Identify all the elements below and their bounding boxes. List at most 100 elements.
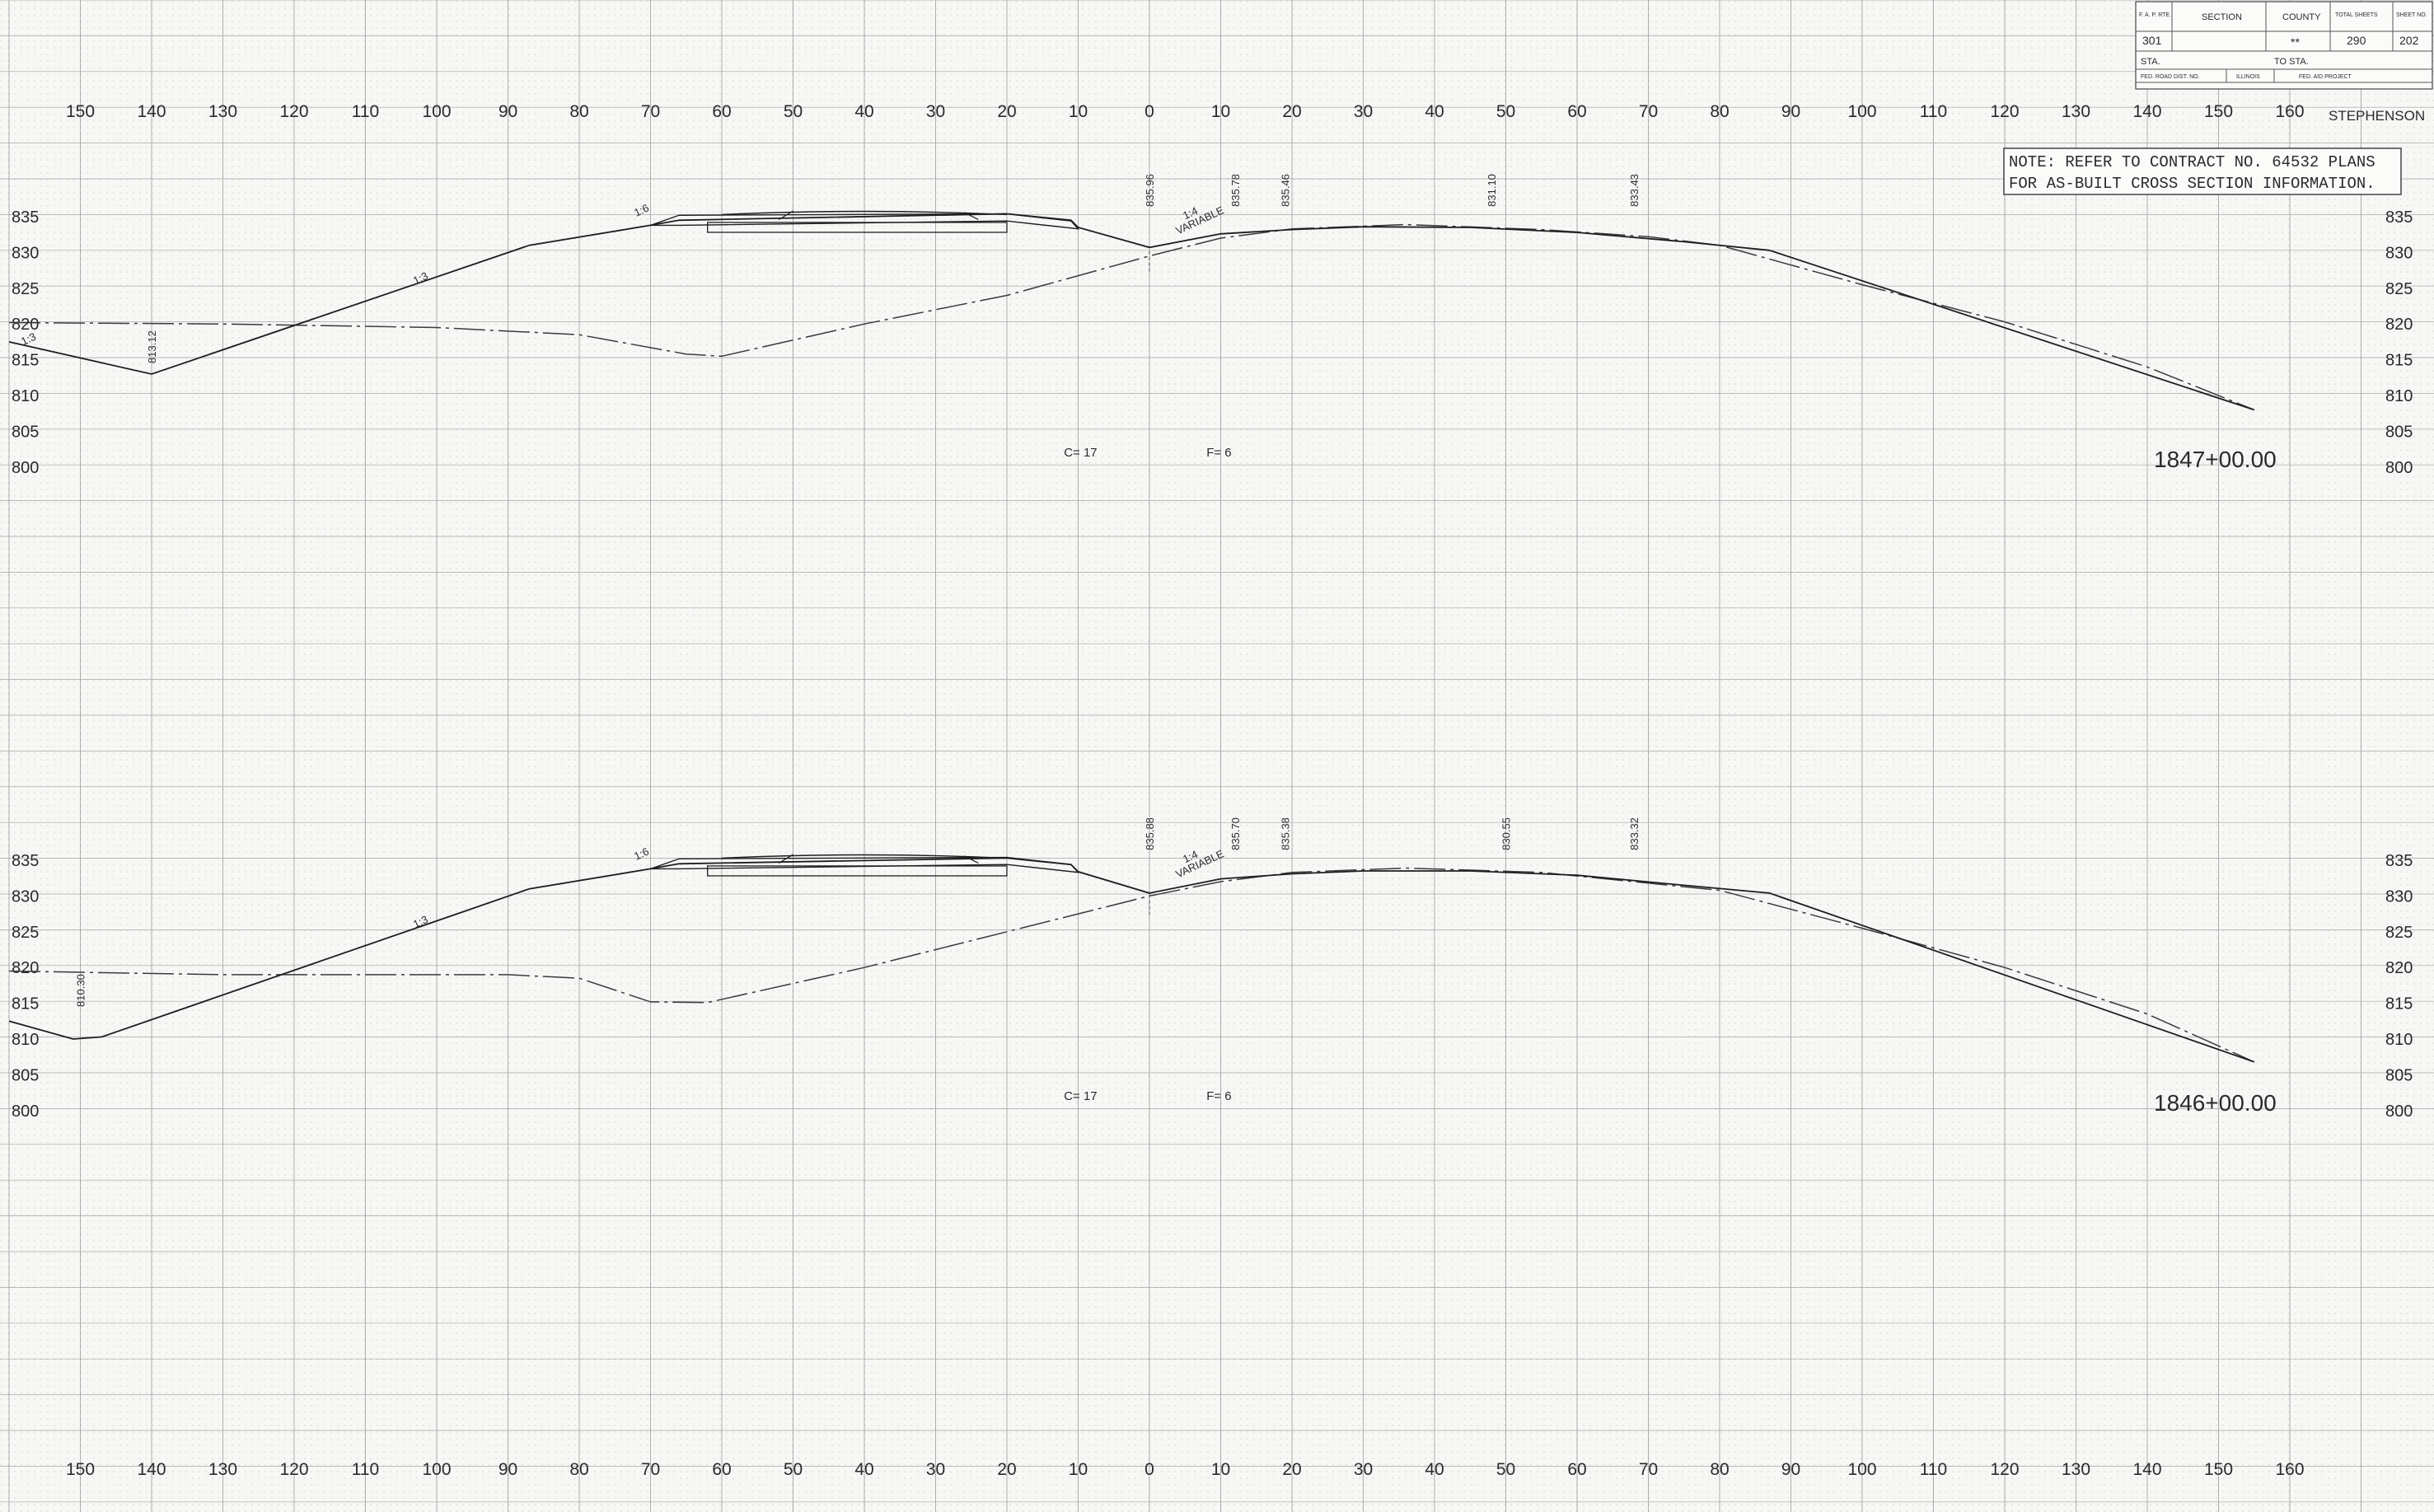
offset-tick-label: 130 (2062, 102, 2090, 121)
elevation-label-right: 810 (2385, 1031, 2413, 1049)
elevation-label-left: 825 (12, 280, 39, 298)
offset-tick-label: 50 (784, 1460, 803, 1479)
offset-tick-label: 20 (1282, 1460, 1301, 1479)
offset-tick-label: 40 (1425, 1460, 1444, 1479)
offset-tick-label: 60 (1567, 1460, 1586, 1479)
offset-tick-label: 160 (2275, 102, 2304, 121)
offset-tick-label: 140 (2132, 102, 2161, 121)
offset-tick-label: 110 (1920, 102, 1947, 121)
note-line-2: FOR AS-BUILT CROSS SECTION INFORMATION. (2009, 175, 2375, 193)
offset-tick-label: 70 (641, 102, 660, 121)
offset-tick-label: 70 (1639, 1460, 1658, 1479)
elevation-label-left: 800 (12, 459, 39, 477)
pavement-joint (778, 210, 793, 220)
offset-tick-label: 150 (66, 102, 95, 121)
elevation-callout: 831.10 (1486, 174, 1498, 207)
pavement-joint (778, 854, 793, 864)
pavement-surface (650, 856, 1080, 873)
elevation-callout: 835.46 (1279, 174, 1291, 207)
slope-label: 1:3 (411, 269, 430, 287)
elevation-label-left: 810 (12, 387, 39, 405)
title-header-section: SECTION (2202, 12, 2242, 22)
offset-tick-label: 30 (1354, 1460, 1373, 1479)
offset-tick-label: 150 (2204, 1460, 2233, 1479)
elevation-label-right: 805 (2385, 423, 2413, 441)
offset-tick-label: 140 (2132, 1460, 2161, 1479)
elevation-callout: 810.30 (75, 974, 87, 1007)
offset-tick-label: 80 (569, 102, 588, 121)
elevation-callout: 835.96 (1144, 174, 1156, 207)
offset-tick-label: 120 (279, 1460, 308, 1479)
offset-tick-label: 130 (208, 102, 237, 121)
offset-tick-label: 90 (499, 102, 517, 121)
elevation-label-right: 825 (2385, 280, 2413, 298)
offset-tick-label: 160 (2275, 1460, 2304, 1479)
elevation-label-left: 820 (12, 316, 39, 334)
pavement-section (650, 210, 1150, 274)
elevation-label-left: 830 (12, 244, 39, 262)
design-profile-line (8, 213, 2255, 411)
title-state: ILLINOIS (2236, 74, 2260, 80)
offset-tick-label: 30 (926, 1460, 945, 1479)
slope-label: 1:4 (1181, 848, 1200, 865)
elevation-label-left: 815 (12, 352, 39, 370)
offset-tick-label: 110 (352, 102, 379, 121)
fill-area-label: F= 6 (1206, 446, 1231, 460)
offset-tick-label: 100 (422, 102, 451, 121)
station-label: 1846+00.00 (2154, 1090, 2277, 1116)
title-sta-label: STA. (2141, 57, 2160, 67)
offset-tick-label: 120 (279, 102, 308, 121)
offset-tick-label: 20 (997, 1460, 1016, 1479)
cut-area-label: C= 17 (1064, 446, 1097, 460)
slope-label: 1:3 (19, 330, 38, 348)
offset-tick-label: 100 (1847, 102, 1876, 121)
elevation-callout: 835.38 (1279, 817, 1291, 850)
offset-tick-label: 20 (997, 102, 1016, 121)
elevation-label-left: 825 (12, 924, 39, 942)
title-to-sta-label: TO STA. (2274, 57, 2309, 67)
elevation-label-left: 800 (12, 1102, 39, 1121)
existing-ground-line (8, 223, 2255, 411)
offset-axis-bottom: 150 140 130 120 110 100 90 80 70 60 50 40 30 20 10 0 10 2… (66, 1460, 2305, 1479)
pavement-section (650, 854, 1150, 918)
offset-tick-label: 80 (569, 1460, 588, 1479)
elevation-label-right: 820 (2385, 959, 2413, 977)
title-block: F. A. P. RTE. SECTION COUNTY TOTAL SHEET… (2135, 1, 2433, 124)
title-header-sheet-no: SHEET NO. (2396, 12, 2427, 18)
title-value-fap: 301 (2142, 34, 2162, 47)
offset-tick-label: 0 (1144, 1460, 1154, 1479)
offset-tick-label: 90 (499, 1460, 517, 1479)
cross-section-1847: 835 835 830 830 825 825 820 820 815 815 810 810 805 8… (8, 174, 2413, 477)
elevation-scale: 835 835 830 830 825 825 820 820 815 815 810 810 805 8… (12, 852, 2413, 1121)
title-value-sheet-no: 202 (2399, 34, 2419, 47)
title-block-frame (2135, 1, 2433, 90)
elevation-label-left: 820 (12, 959, 39, 977)
elevation-label-right: 815 (2385, 995, 2413, 1013)
offset-tick-label: 100 (1847, 1460, 1876, 1479)
offset-axis-top: 150 140 130 120 110 100 90 80 70 60 50 40 30 20 10 0 10 2… (66, 102, 2305, 121)
offset-tick-label: 10 (1211, 1460, 1230, 1479)
county-name-label: STEPHENSON (2329, 108, 2425, 124)
offset-tick-label: 130 (208, 1460, 237, 1479)
offset-tick-label: 10 (1069, 102, 1088, 121)
pavement-base-course (707, 865, 1008, 877)
offset-tick-label: 110 (352, 1460, 379, 1479)
pavement-joint (963, 855, 979, 864)
offset-tick-label: 100 (422, 1460, 451, 1479)
slope-label: 1:6 (632, 845, 651, 862)
title-fed-road-dist: FED. ROAD DIST. NO. (2141, 74, 2200, 80)
offset-tick-label: 50 (1496, 102, 1515, 121)
elevation-callout: 835.78 (1229, 174, 1242, 207)
elevation-callouts: 835.96 835.78 835.46 831.10 833.43 813.12 (146, 174, 1641, 363)
offset-tick-label: 50 (784, 102, 803, 121)
offset-tick-label: 60 (712, 1460, 731, 1479)
existing-ground-line (8, 867, 2255, 1063)
offset-tick-label: 90 (1781, 102, 1800, 121)
elevation-label-right: 835 (2385, 208, 2413, 227)
elevation-label-right: 815 (2385, 352, 2413, 370)
offset-tick-label: 140 (137, 1460, 166, 1479)
offset-tick-label: 80 (1710, 102, 1729, 121)
title-value-county: ** (2291, 35, 2300, 49)
offset-tick-label: 110 (1920, 1460, 1947, 1479)
slope-label: 1:4 (1181, 204, 1200, 222)
